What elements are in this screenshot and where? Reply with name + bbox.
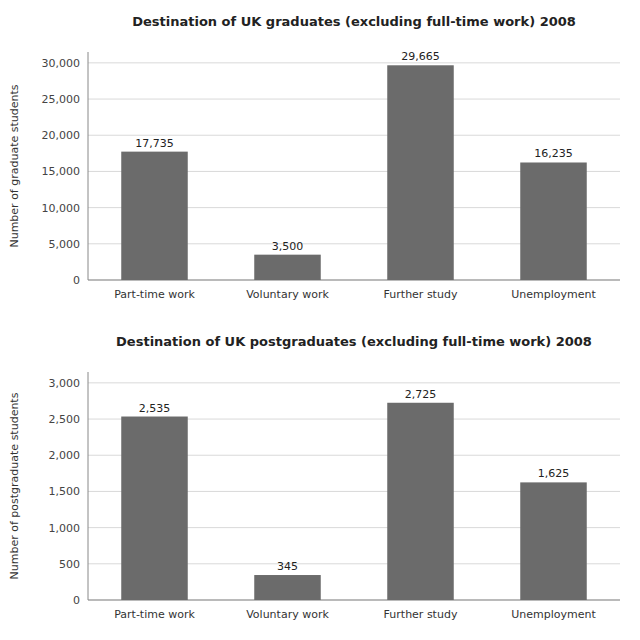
bars [121, 403, 587, 600]
bar [387, 65, 454, 280]
x-tick-label: Unemployment [511, 288, 596, 301]
y-axis-label: Number of postgraduate students [8, 392, 21, 579]
chart-root: Destination of UK graduates (excluding f… [0, 0, 640, 640]
data-label: 1,625 [538, 467, 570, 480]
bar-chart: Destination of UK postgraduates (excludi… [8, 334, 620, 621]
x-tick-label: Part-time work [114, 608, 195, 621]
y-tick-label: 1,000 [49, 522, 81, 535]
x-tick-label: Unemployment [511, 608, 596, 621]
y-tick-label: 2,500 [49, 413, 81, 426]
data-label: 17,735 [135, 137, 174, 150]
data-label: 2,725 [405, 388, 437, 401]
y-tick-label: 500 [59, 558, 80, 571]
y-tick-label: 15,000 [42, 165, 81, 178]
bar [520, 482, 587, 600]
bars [121, 65, 587, 280]
bar [520, 162, 587, 280]
data-label: 16,235 [534, 147, 573, 160]
chart-title: Destination of UK postgraduates (excludi… [116, 334, 592, 349]
bar-chart: Destination of UK graduates (excluding f… [8, 14, 620, 301]
y-tick-label: 1,500 [49, 485, 81, 498]
x-tick-label: Further study [384, 608, 458, 621]
y-tick-label: 5,000 [49, 238, 81, 251]
grid-line [88, 382, 620, 383]
y-axis-line [88, 372, 89, 600]
data-label: 345 [277, 560, 298, 573]
data-label: 2,535 [139, 402, 171, 415]
y-tick-label: 30,000 [42, 57, 81, 70]
x-tick-label: Further study [384, 288, 458, 301]
y-axis-line [88, 52, 89, 280]
bar [254, 255, 321, 280]
grid-line [88, 99, 620, 100]
bar [254, 575, 321, 600]
bar [121, 152, 188, 280]
data-label: 3,500 [272, 240, 304, 253]
data-label: 29,665 [401, 50, 440, 63]
y-tick-label: 20,000 [42, 129, 81, 142]
bar [121, 417, 188, 600]
y-tick-label: 25,000 [42, 93, 81, 106]
bar [387, 403, 454, 600]
y-tick-label: 0 [73, 594, 80, 607]
grid-line [88, 135, 620, 136]
y-tick-label: 3,000 [49, 377, 81, 390]
grid-line [88, 62, 620, 63]
y-tick-label: 0 [73, 274, 80, 287]
y-tick-label: 2,000 [49, 449, 81, 462]
x-tick-label: Voluntary work [246, 608, 329, 621]
x-tick-label: Part-time work [114, 288, 195, 301]
chart-title: Destination of UK graduates (excluding f… [132, 14, 576, 29]
y-tick-label: 10,000 [42, 202, 81, 215]
y-axis-label: Number of graduate students [8, 84, 21, 247]
x-tick-label: Voluntary work [246, 288, 329, 301]
chart-svg: Destination of UK graduates (excluding f… [0, 0, 640, 640]
